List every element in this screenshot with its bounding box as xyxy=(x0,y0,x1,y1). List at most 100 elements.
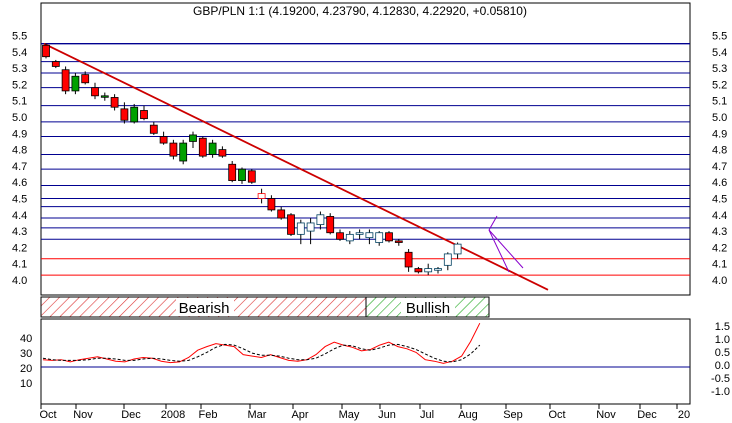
time-tick-label: Apr xyxy=(291,409,308,421)
price-panel xyxy=(40,2,691,296)
candle-body xyxy=(453,243,462,255)
candle xyxy=(149,121,158,135)
candle-body xyxy=(424,268,433,273)
support-resistance-lines xyxy=(41,42,690,276)
price-tick-left: 5.0 xyxy=(12,112,27,124)
price-tick-right: 5.3 xyxy=(712,63,727,75)
oscillator-tick-left: 40 xyxy=(20,333,32,345)
time-tick-label: 20 xyxy=(678,409,690,421)
price-tick-left: 4.1 xyxy=(12,259,27,271)
projection-target xyxy=(488,229,524,269)
candle-body xyxy=(228,163,237,181)
candle-body xyxy=(120,108,129,121)
candle xyxy=(414,266,423,274)
bullish-label: Bullish xyxy=(406,300,450,317)
candle-body xyxy=(179,142,188,162)
price-tick-right: 5.4 xyxy=(712,47,727,59)
candle-body xyxy=(316,214,325,225)
bullish-label-bg xyxy=(401,298,455,316)
price-tick-right: 4.2 xyxy=(712,242,727,254)
candle-body xyxy=(198,137,207,157)
oscillator-fast-line xyxy=(42,322,481,364)
oscillator-tick-right: 0.0 xyxy=(715,360,730,372)
candle-body xyxy=(110,97,119,108)
price-tick-left: 5.2 xyxy=(12,79,27,91)
price-tick-left: 4.8 xyxy=(12,145,27,157)
candle xyxy=(42,43,50,59)
candle xyxy=(306,218,315,245)
time-tick-label: Nov xyxy=(73,409,93,421)
oscillator-tick-right: 1.5 xyxy=(715,321,730,333)
candle xyxy=(130,103,139,124)
candle xyxy=(385,231,393,243)
price-tick-left: 4.0 xyxy=(12,275,27,287)
candle xyxy=(394,239,403,246)
candle-body xyxy=(375,232,384,243)
candle xyxy=(287,213,295,236)
candle xyxy=(355,229,364,240)
time-tick-label: Jun xyxy=(378,409,396,421)
candle xyxy=(140,105,148,121)
candle-body xyxy=(355,232,364,235)
time-tick-label: Feb xyxy=(199,409,218,421)
price-tick-left: 4.6 xyxy=(12,177,27,189)
price-tick-right: 4.6 xyxy=(712,177,727,189)
candle-body xyxy=(130,106,139,123)
candle xyxy=(365,229,374,245)
bearish-label-bg xyxy=(176,298,234,316)
time-tick-label: Sep xyxy=(503,409,523,421)
time-tick-label: Dec xyxy=(121,409,141,421)
price-tick-left: 5.3 xyxy=(12,63,27,75)
candle-body xyxy=(51,61,60,67)
price-axis: 4.0 4.0 4.1 4.1 4.2 4.2 4.3 4.3 4.4 4.4 4.5 4.5 4.6 4… xyxy=(12,31,727,288)
price-tick-left: 5.5 xyxy=(12,31,27,43)
price-tick-right: 5.1 xyxy=(712,96,727,108)
candle xyxy=(404,249,413,272)
candle-body xyxy=(296,222,305,235)
oscillator-tick-right: -0.5 xyxy=(711,373,730,385)
time-tick-label: May xyxy=(339,409,360,421)
price-tick-left: 4.2 xyxy=(12,242,27,254)
price-tick-right: 5.0 xyxy=(712,112,727,124)
candle-body xyxy=(218,149,227,157)
candle xyxy=(159,131,168,145)
candle-body xyxy=(345,233,354,242)
candle-body xyxy=(326,216,335,234)
candle-body xyxy=(61,69,70,92)
oscillator-axis: 40 30 20 10 1.51.00.50.0-0.5-1.0 xyxy=(20,321,730,398)
time-tick-label: 2008 xyxy=(161,409,185,421)
candle-body xyxy=(336,232,344,240)
candle xyxy=(91,82,99,100)
candle xyxy=(443,252,452,271)
candle xyxy=(267,195,276,212)
candle xyxy=(120,102,129,124)
candle-body xyxy=(140,110,148,120)
candle xyxy=(316,211,325,230)
oscillator-tick-left: 10 xyxy=(20,378,32,390)
candle xyxy=(296,219,305,245)
candle xyxy=(257,188,266,204)
candle-body xyxy=(434,268,442,271)
price-tick-right: 4.5 xyxy=(712,194,727,206)
oscillator-tick-left: 20 xyxy=(20,363,32,375)
candle-body xyxy=(71,75,80,92)
candle xyxy=(277,206,286,220)
candle xyxy=(375,231,384,246)
candle-body xyxy=(306,222,315,232)
candle xyxy=(453,242,462,259)
time-tick-label: Oct xyxy=(548,409,565,421)
price-tick-right: 5.5 xyxy=(712,31,727,43)
time-axis: Oct Nov Dec 2008 Feb Mar Apr May Jun Jul Aug Sep Oct… xyxy=(39,404,690,421)
projection-layer xyxy=(488,215,524,273)
oscillator-tick-right: 1.0 xyxy=(715,334,730,346)
price-tick-left: 4.7 xyxy=(12,161,27,173)
price-tick-right: 4.7 xyxy=(712,161,727,173)
oscillator-signal-line xyxy=(42,343,481,363)
candle-body xyxy=(91,87,99,97)
candle xyxy=(336,229,344,241)
candle-body xyxy=(169,142,178,157)
oscillator-tick-left: 30 xyxy=(20,348,32,360)
candle xyxy=(434,266,442,274)
candle-body xyxy=(287,214,295,235)
